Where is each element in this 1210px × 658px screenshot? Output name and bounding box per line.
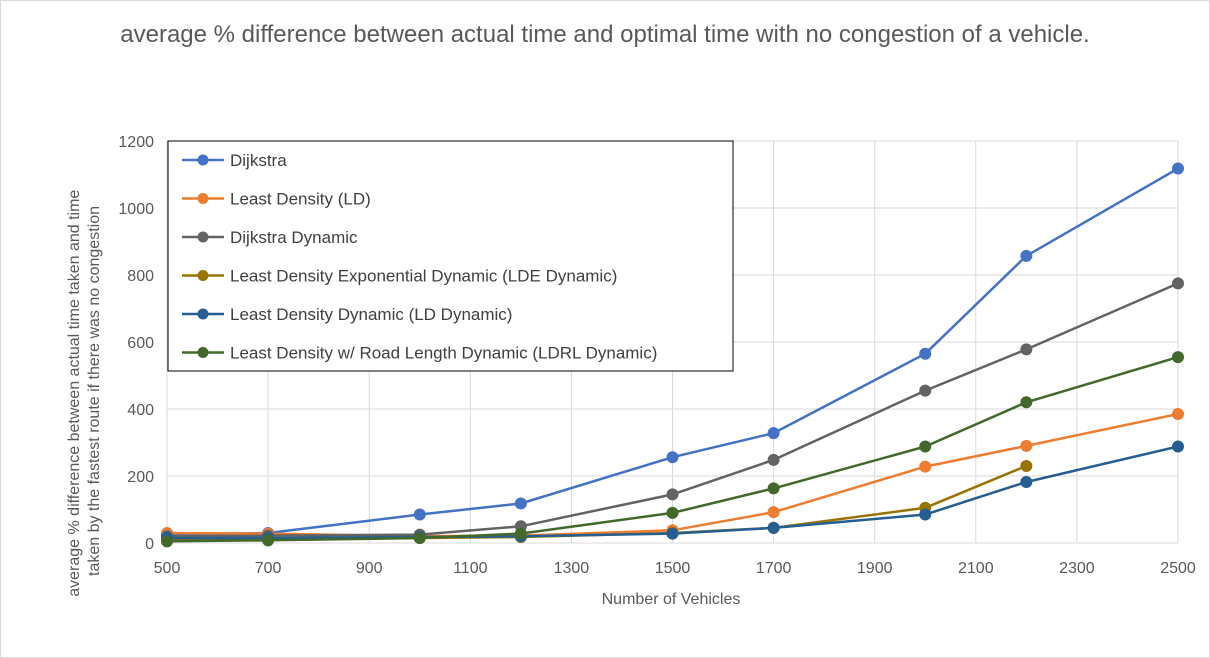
data-point [919,508,932,521]
data-point [413,508,426,521]
legend-box [167,140,734,372]
y-tick-label: 1000 [118,201,154,218]
data-point [666,506,679,519]
data-point [413,531,426,544]
x-tick-label: 1300 [554,560,590,577]
legend-entry-label: Dijkstra Dynamic [230,228,358,247]
y-axis-label-line-2: taken by the fastest route if there was … [86,206,103,576]
data-point [767,521,780,534]
x-tick-label: 700 [255,560,282,577]
x-tick-label: 2300 [1059,560,1095,577]
data-point [1172,351,1184,364]
data-point [1020,343,1033,356]
y-tick-label: 600 [127,335,154,352]
legend-entry-label: Least Density (LD) [230,190,371,209]
x-tick-label: 1500 [655,560,691,577]
legend-entry-label: Least Density w/ Road Length Dynamic (LD… [230,344,657,363]
y-axis-label-line-1: average % difference between actual time… [66,190,83,597]
legend-swatch-marker [197,270,209,281]
legend-entry-label: Least Density Dynamic (LD Dynamic) [230,305,512,324]
data-point [919,460,932,473]
data-point [514,527,527,540]
data-point [1020,249,1033,262]
data-point [1020,439,1033,452]
x-tick-label: 1100 [453,560,488,577]
data-point [666,451,679,464]
legend: Dijkstra Least Density (LD) Dijkstra Dynam… [167,140,734,372]
series-points [161,162,1184,548]
data-point [919,440,932,453]
x-tick-label: 500 [154,560,181,577]
legend-swatch-marker [197,154,209,166]
y-tick-label: 0 [145,536,154,553]
data-point [666,488,679,501]
x-tick-label: 900 [356,560,383,577]
y-tick-label: 800 [127,268,154,285]
data-point [1172,162,1184,175]
data-point [1172,440,1184,453]
y-tick-label: 400 [127,402,154,419]
data-point [1020,396,1033,409]
chart-title: average % difference between actual time… [120,21,1090,48]
data-point [262,534,275,547]
data-point [1172,277,1184,290]
y-tick-label: 200 [127,469,154,486]
legend-entry-label: Dijkstra [230,151,287,170]
legend-swatch-marker [197,347,209,358]
x-axis-label: Number of Vehicles [602,591,741,608]
y-tick-label: 1200 [118,134,154,151]
legend-swatch-marker [197,308,209,320]
data-point [919,384,932,397]
x-tick-label: 2500 [1160,560,1196,577]
legend-swatch-marker [197,231,209,243]
data-point [514,497,527,510]
data-point [161,535,173,548]
data-point [767,427,780,440]
data-point [767,482,780,495]
data-point [767,453,780,466]
data-point [1172,408,1184,421]
data-point [1020,476,1033,489]
x-tick-label: 2100 [958,560,994,577]
x-axis-ticks: 500 700 900 1100 1300 1500 1700 1900 2100 2300 250… [154,560,1196,577]
y-axis-ticks: 0 200 400 600 800 1000 1200 [118,134,154,553]
data-point [666,527,679,540]
data-point [919,347,932,360]
data-point [1020,459,1033,472]
legend-entry-label: Least Density Exponential Dynamic (LDE D… [230,267,617,286]
x-tick-label: 1700 [756,560,792,577]
legend-swatch-marker [197,193,209,204]
y-axis-label: average % difference between actual time… [66,185,103,597]
data-point [767,506,780,519]
x-tick-label: 1900 [857,560,893,577]
